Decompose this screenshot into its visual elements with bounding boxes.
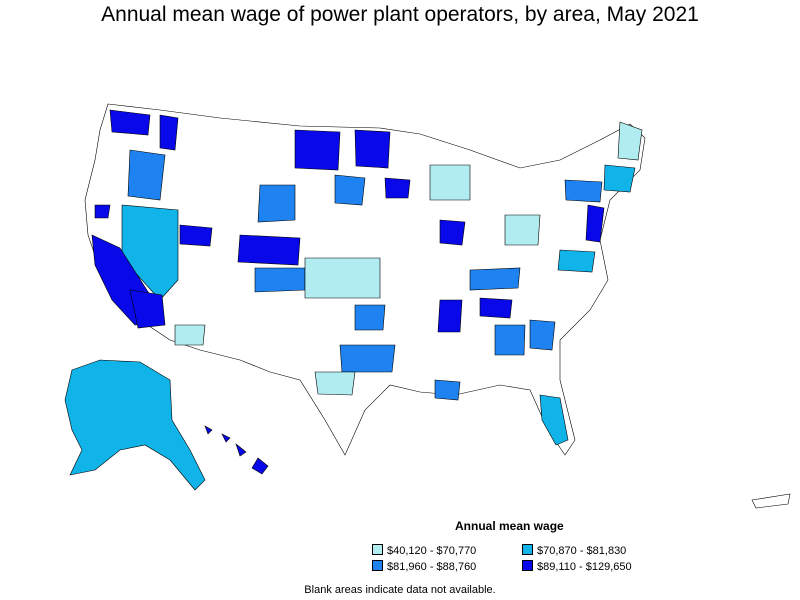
area-kentucky <box>469 267 521 291</box>
area-tennessee-east <box>479 297 513 319</box>
region-alaska <box>64 359 206 491</box>
legend-label: $81,960 - $88,760 <box>387 561 477 573</box>
area-north-dakota <box>294 129 341 171</box>
blank-areas-note: Blank areas indicate data not available. <box>304 584 496 596</box>
area-southern-california <box>129 289 166 329</box>
area-texas-central <box>314 371 356 396</box>
legend-swatch <box>522 560 533 571</box>
area-oregon-east <box>127 149 166 201</box>
legend-label: $70,870 - $81,830 <box>537 545 627 557</box>
area-ohio <box>504 214 541 246</box>
area-utah-north <box>179 224 213 247</box>
legend-swatch <box>372 544 383 555</box>
region-puerto-rico <box>751 493 791 509</box>
legend-item: $81,960 - $88,760 <box>372 560 476 574</box>
area-alabama <box>494 324 526 356</box>
area-georgia <box>529 319 556 351</box>
region-hawaii <box>204 425 269 475</box>
area-minnesota-north <box>354 129 391 169</box>
area-idaho-sw <box>94 204 111 219</box>
map-title: Annual mean wage of power plant operator… <box>101 3 699 26</box>
area-tennessee-west <box>437 299 463 333</box>
legend-label: $89,110 - $129,650 <box>537 561 632 573</box>
area-wyoming <box>257 184 296 223</box>
area-texas-north <box>339 344 396 373</box>
legend-label: $40,120 - $70,770 <box>387 545 477 557</box>
area-idaho-north <box>159 114 179 151</box>
area-new-jersey <box>585 204 605 243</box>
legend-item: $70,870 - $81,830 <box>522 544 626 558</box>
area-minnesota-south <box>334 174 366 206</box>
area-maine <box>617 121 643 161</box>
legend-swatch <box>372 560 383 571</box>
legend-swatch <box>522 544 533 555</box>
area-wisconsin <box>384 177 411 199</box>
area-florida <box>539 394 569 446</box>
area-louisiana <box>434 379 461 401</box>
area-virginia <box>557 249 596 273</box>
area-nevada <box>121 204 179 301</box>
area-illinois <box>439 219 466 246</box>
area-arizona-south <box>174 324 206 346</box>
legend-title: Annual mean wage <box>455 519 564 533</box>
area-new-england <box>603 164 636 193</box>
legend-item: $40,120 - $70,770 <box>372 544 476 558</box>
legend-item: $89,110 - $129,650 <box>522 560 632 574</box>
area-new-york <box>564 179 603 203</box>
area-oklahoma <box>354 304 386 331</box>
area-washington-nw <box>109 109 151 136</box>
area-colorado <box>237 234 301 266</box>
area-michigan <box>429 164 471 201</box>
area-kansas <box>304 257 381 299</box>
area-colorado-south <box>254 267 306 293</box>
